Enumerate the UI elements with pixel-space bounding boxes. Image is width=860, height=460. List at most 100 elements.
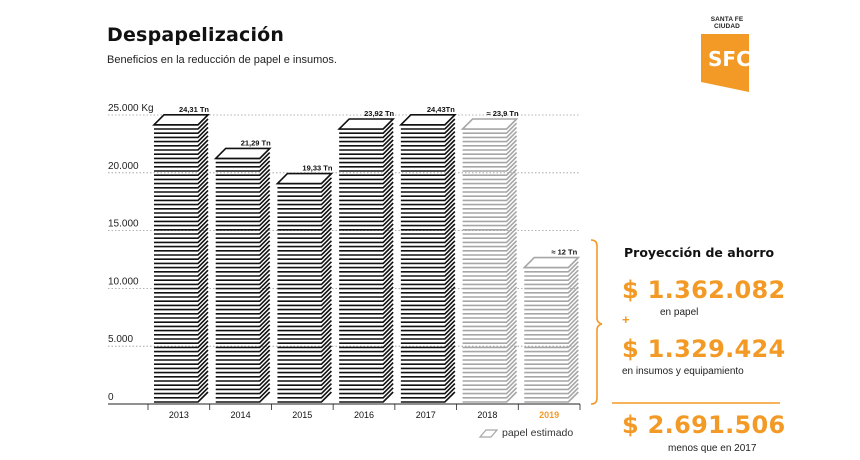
savings-total-amount: $ 2.691.506	[622, 411, 786, 439]
paper-sheet	[339, 378, 394, 391]
paper-sheet	[277, 370, 332, 382]
stack-top-sheet	[337, 118, 396, 130]
paper-sheet	[339, 387, 394, 399]
paper-sheet	[154, 236, 209, 248]
paper-sheet	[462, 265, 518, 277]
paper-sheet	[154, 152, 209, 164]
paper-sheet	[215, 156, 271, 168]
paper-sheet	[400, 168, 456, 181]
paper-sheet	[339, 273, 394, 286]
paper-sheet	[215, 362, 271, 374]
data-label: ≈ 23,9 Tn	[487, 109, 519, 118]
paper-sheet	[339, 324, 394, 336]
paper-sheet	[277, 320, 332, 332]
paper-sheet	[400, 177, 456, 189]
paper-sheet	[154, 391, 209, 403]
paper-sheet	[154, 131, 209, 143]
paper-sheet	[462, 240, 518, 252]
paper-sheet	[277, 374, 332, 386]
paper-sheet	[215, 164, 271, 176]
paper-sheet	[524, 332, 579, 344]
paper-sheet	[339, 328, 394, 340]
paper-sheet	[277, 215, 332, 227]
paper-sheet	[400, 122, 456, 134]
paper-sheet	[154, 269, 209, 281]
paper-sheet	[339, 189, 394, 202]
paper-sheet	[339, 261, 394, 273]
paper-sheet	[154, 324, 209, 336]
paper-sheet	[215, 324, 271, 336]
paper-sheet	[400, 210, 456, 223]
paper-sheet	[462, 198, 518, 210]
paper-sheet	[462, 332, 518, 344]
paper-sheet	[215, 194, 271, 206]
x-tick-label: 2014	[231, 410, 251, 420]
paper-sheet	[524, 265, 579, 277]
paper-sheet	[277, 366, 332, 378]
paper-sheet	[462, 185, 518, 197]
paper-sheet	[524, 303, 579, 315]
paper-sheet	[524, 299, 579, 311]
paper-sheet	[339, 135, 394, 147]
paper-sheet	[277, 177, 332, 189]
stack-top-sheet	[522, 256, 581, 269]
paper-sheet	[339, 198, 394, 210]
paper-sheet	[154, 332, 209, 344]
paper-sheet	[400, 160, 456, 172]
paper-sheet	[277, 236, 332, 248]
paper-sheet	[462, 177, 518, 189]
paper-sheet	[462, 252, 518, 265]
paper-sheet	[462, 366, 518, 378]
paper-sheet	[400, 269, 456, 281]
paper-sheet	[400, 223, 456, 235]
paper-sheet	[400, 362, 456, 374]
savings-paper-caption: en papel	[660, 307, 699, 318]
paper-sheet	[400, 383, 456, 395]
data-label: 23,92 Tn	[364, 109, 394, 118]
paper-sheet	[400, 299, 456, 311]
data-label: 21,29 Tn	[241, 138, 271, 147]
paper-sheet	[462, 349, 518, 361]
paper-sheet	[400, 278, 456, 290]
paper-sheet	[277, 261, 332, 273]
paper-sheet	[400, 147, 456, 160]
paper-sheet	[524, 311, 579, 323]
paper-sheet	[154, 181, 209, 193]
paper-sheet	[215, 177, 271, 189]
paper-sheet	[462, 328, 518, 340]
paper-sheet	[215, 315, 271, 328]
paper-sheet	[339, 303, 394, 315]
paper-sheet	[154, 173, 209, 185]
paper-sheet	[277, 223, 332, 235]
paper-sheet	[277, 345, 332, 357]
paper-sheet	[154, 278, 209, 290]
paper-sheet	[339, 227, 394, 239]
paper-sheet	[277, 299, 332, 311]
paper-sheet	[462, 248, 518, 260]
savings-supplies-caption: en insumos y equipamiento	[622, 366, 744, 377]
paper-sheet	[339, 366, 394, 378]
paper-sheet	[154, 135, 209, 147]
paper-sheet	[154, 294, 209, 307]
stack-top-sheet	[398, 114, 457, 126]
paper-sheet	[339, 391, 394, 403]
paper-sheet	[215, 345, 271, 357]
paper-sheet	[462, 215, 518, 227]
paper-sheet	[215, 206, 271, 218]
paper-sheet	[277, 328, 332, 340]
paper-sheet	[154, 215, 209, 227]
paper-sheet	[339, 210, 394, 223]
paper-sheet	[154, 147, 209, 160]
paper-sheet	[215, 227, 271, 239]
paper-sheet	[400, 307, 456, 319]
paper-sheet	[462, 236, 518, 248]
paper-sheet	[277, 198, 332, 210]
paper-sheet	[339, 122, 394, 134]
paper-sheet	[339, 290, 394, 302]
paper-sheet	[215, 189, 271, 202]
paper-sheet	[277, 269, 332, 281]
paper-sheet	[215, 332, 271, 344]
data-label: ≈ 12 Tn	[551, 248, 577, 257]
paper-sheet	[462, 299, 518, 311]
